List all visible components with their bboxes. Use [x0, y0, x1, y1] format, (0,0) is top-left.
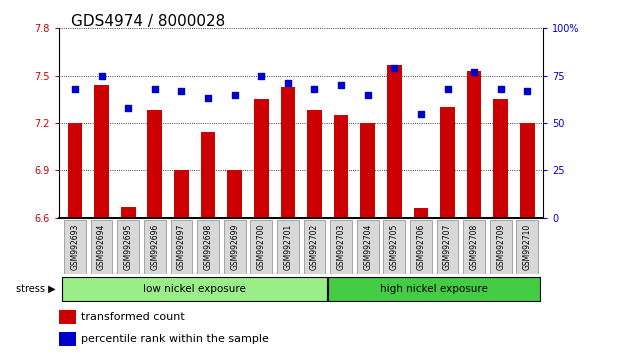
Bar: [197, 220, 219, 274]
Bar: [490, 220, 512, 274]
Bar: [117, 220, 139, 274]
Bar: [333, 115, 348, 218]
Bar: [383, 220, 406, 274]
Bar: [224, 220, 245, 274]
Point: [522, 88, 532, 94]
Point: [469, 69, 479, 75]
Bar: [91, 220, 112, 274]
Text: GSM992695: GSM992695: [124, 224, 133, 270]
Bar: [357, 220, 379, 274]
Point: [443, 86, 453, 92]
Text: low nickel exposure: low nickel exposure: [143, 284, 246, 294]
Text: GDS4974 / 8000028: GDS4974 / 8000028: [71, 14, 225, 29]
Bar: [277, 220, 299, 274]
Bar: [304, 220, 325, 274]
Point: [416, 111, 426, 116]
Bar: [227, 170, 242, 218]
Text: GSM992699: GSM992699: [230, 224, 239, 270]
Point: [203, 96, 213, 101]
Text: transformed count: transformed count: [81, 312, 184, 322]
Text: GSM992709: GSM992709: [496, 224, 505, 270]
Point: [309, 86, 319, 92]
Bar: [463, 220, 485, 274]
Point: [283, 80, 293, 86]
Bar: [387, 65, 402, 218]
Bar: [121, 207, 135, 218]
Text: GSM992704: GSM992704: [363, 224, 372, 270]
Bar: [171, 220, 193, 274]
Bar: [254, 99, 268, 218]
Point: [150, 86, 160, 92]
Text: high nickel exposure: high nickel exposure: [380, 284, 488, 294]
Text: GSM992703: GSM992703: [337, 224, 346, 270]
Bar: [61, 277, 327, 301]
Text: GSM992702: GSM992702: [310, 224, 319, 270]
Text: GSM992700: GSM992700: [256, 224, 266, 270]
Point: [336, 82, 346, 88]
Bar: [414, 208, 428, 218]
Bar: [517, 220, 538, 274]
Point: [230, 92, 240, 97]
Bar: [144, 220, 166, 274]
Bar: [360, 123, 375, 218]
Bar: [330, 220, 352, 274]
Bar: [467, 71, 481, 218]
Text: percentile rank within the sample: percentile rank within the sample: [81, 334, 269, 344]
Bar: [148, 110, 162, 218]
Bar: [64, 220, 86, 274]
Bar: [68, 123, 82, 218]
Text: GSM992710: GSM992710: [523, 224, 532, 270]
Text: GSM992705: GSM992705: [390, 224, 399, 270]
Point: [389, 65, 399, 71]
Point: [496, 86, 505, 92]
Point: [256, 73, 266, 79]
Bar: [307, 110, 322, 218]
Bar: [494, 99, 508, 218]
Text: GSM992697: GSM992697: [177, 224, 186, 270]
Bar: [94, 85, 109, 218]
Bar: [250, 220, 272, 274]
Bar: [437, 220, 458, 274]
Bar: [281, 87, 295, 218]
Text: GSM992693: GSM992693: [70, 224, 79, 270]
Text: GSM992696: GSM992696: [150, 224, 160, 270]
Bar: [59, 310, 76, 324]
Text: GSM992701: GSM992701: [283, 224, 292, 270]
Bar: [329, 277, 540, 301]
Bar: [59, 332, 76, 346]
Point: [123, 105, 133, 111]
Bar: [410, 220, 432, 274]
Point: [70, 86, 80, 92]
Bar: [201, 132, 215, 218]
Text: GSM992707: GSM992707: [443, 224, 452, 270]
Text: GSM992708: GSM992708: [469, 224, 479, 270]
Bar: [174, 170, 189, 218]
Text: stress ▶: stress ▶: [16, 284, 56, 294]
Point: [97, 73, 107, 79]
Text: GSM992698: GSM992698: [204, 224, 212, 270]
Text: GSM992694: GSM992694: [97, 224, 106, 270]
Point: [363, 92, 373, 97]
Bar: [520, 123, 535, 218]
Text: GSM992706: GSM992706: [417, 224, 425, 270]
Point: [176, 88, 186, 94]
Bar: [440, 107, 455, 218]
